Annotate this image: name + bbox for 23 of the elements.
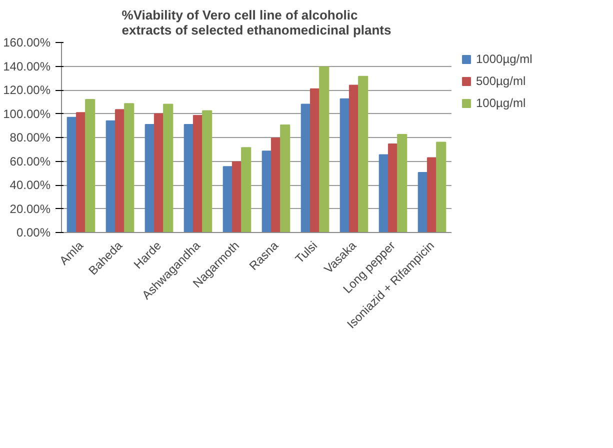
legend-label: 100µg/ml bbox=[476, 96, 526, 110]
y-tick-label: 80.00% bbox=[10, 130, 51, 144]
bar bbox=[163, 104, 174, 232]
bar bbox=[124, 103, 134, 232]
bar bbox=[241, 147, 252, 232]
bar bbox=[85, 99, 96, 232]
legend-label: 500µg/ml bbox=[476, 74, 526, 88]
bar bbox=[319, 66, 330, 232]
y-tick-label: 160.00% bbox=[3, 36, 51, 50]
y-tick-label: 0.00% bbox=[16, 226, 51, 240]
y-tick-label: 100.00% bbox=[3, 106, 51, 121]
bar bbox=[280, 124, 290, 232]
legend-label: 1000µg/ml bbox=[476, 52, 532, 66]
y-tick-label: 140.00% bbox=[3, 59, 51, 74]
bar bbox=[436, 142, 446, 232]
y-tick-label: 40.00% bbox=[10, 178, 51, 192]
bar bbox=[397, 134, 408, 232]
bar bbox=[358, 76, 368, 232]
y-tick-label: 120.00% bbox=[3, 83, 51, 97]
bar bbox=[202, 110, 212, 232]
y-tick-label: 20.00% bbox=[10, 202, 51, 216]
y-tick-label: 60.00% bbox=[10, 154, 51, 168]
chart-title: %Viability of Vero cell line of alcoholic extracts of selected ethanomedicinal plants bbox=[122, 8, 392, 38]
